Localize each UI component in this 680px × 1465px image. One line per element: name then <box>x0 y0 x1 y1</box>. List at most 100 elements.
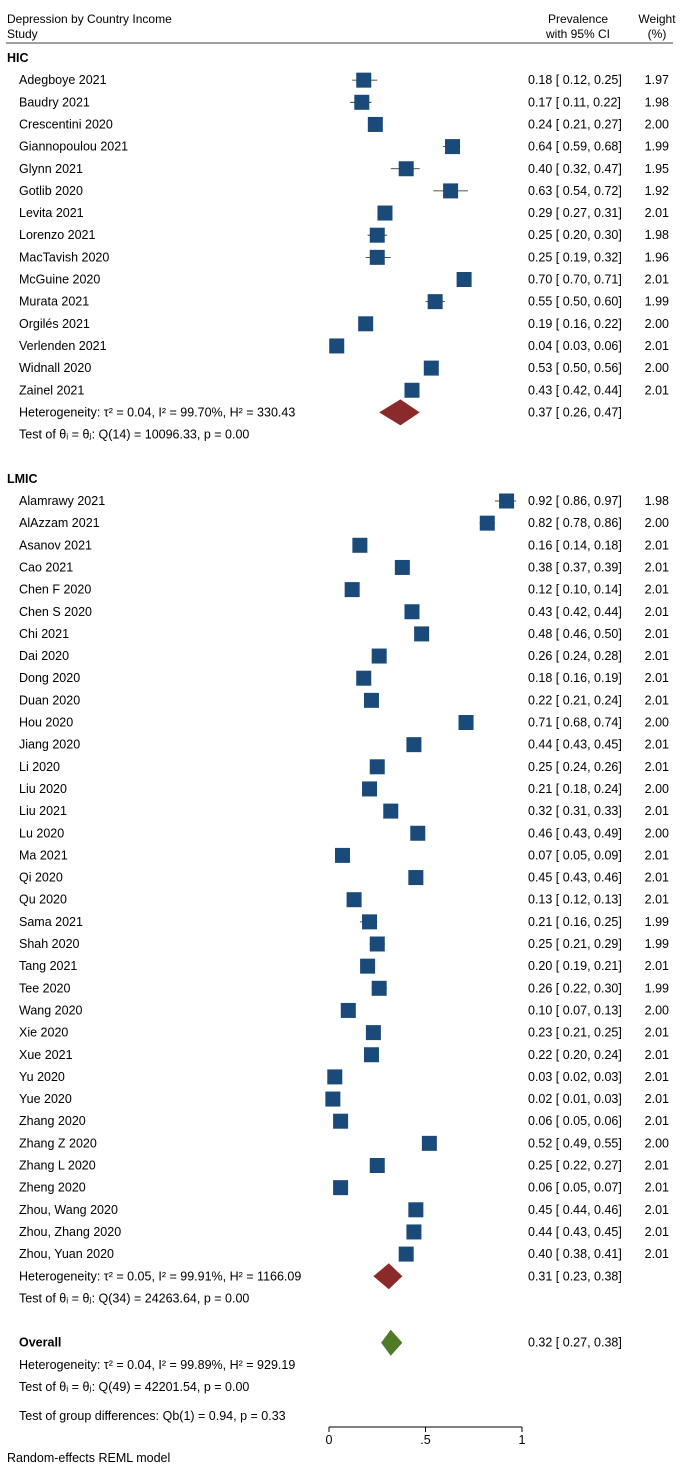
weight-value: 2.01 <box>645 760 669 774</box>
ci-value: 0.70 [ 0.70, 0.71] <box>528 273 622 287</box>
study-marker <box>363 1047 379 1063</box>
study-marker <box>365 1025 381 1041</box>
ci-value: 0.40 [ 0.38, 0.41] <box>528 1247 622 1261</box>
homogeneity-test-text: Test of θᵢ = θⱼ: Q(14) = 10096.33, p = 0… <box>19 428 249 442</box>
weight-value: 1.98 <box>645 228 669 242</box>
weight-value: 2.00 <box>645 1003 669 1017</box>
study-marker <box>371 648 387 664</box>
study-marker <box>404 382 420 398</box>
ci-value: 0.44 [ 0.43, 0.45] <box>528 738 622 752</box>
weight-value: 2.00 <box>645 826 669 840</box>
ci-value: 0.26 [ 0.24, 0.28] <box>528 649 622 663</box>
study-marker <box>414 626 430 642</box>
study-marker <box>362 781 378 797</box>
study-marker <box>356 72 372 88</box>
study-label: MacTavish 2020 <box>19 250 109 264</box>
study-label: Levita 2021 <box>19 206 84 220</box>
weight-value: 1.99 <box>645 295 669 309</box>
study-label: Zhou, Wang 2020 <box>19 1203 118 1217</box>
overall-heterogeneity-text: Heterogeneity: τ² = 0.04, I² = 99.89%, H… <box>19 1358 295 1372</box>
study-label: Zhou, Zhang 2020 <box>19 1225 121 1239</box>
ci-column-header: with 95% CI <box>545 27 610 41</box>
ci-value: 0.53 [ 0.50, 0.56] <box>528 361 622 375</box>
weight-value: 2.01 <box>645 671 669 685</box>
weight-value: 2.00 <box>645 1136 669 1150</box>
study-marker <box>369 249 385 265</box>
study-marker <box>406 1224 422 1240</box>
study-label: Glynn 2021 <box>19 162 83 176</box>
study-marker <box>356 670 372 686</box>
ci-value: 0.06 [ 0.05, 0.07] <box>528 1181 622 1195</box>
study-marker <box>404 604 420 620</box>
study-label: Zhang Z 2020 <box>19 1136 97 1150</box>
weight-value: 2.01 <box>645 339 669 353</box>
ci-value: 0.25 [ 0.24, 0.26] <box>528 760 622 774</box>
study-marker <box>408 1202 424 1218</box>
weight-value: 2.01 <box>645 893 669 907</box>
ci-value: 0.40 [ 0.32, 0.47] <box>528 162 622 176</box>
group-label: HIC <box>7 51 29 65</box>
study-label: Zheng 2020 <box>19 1181 86 1195</box>
study-label: Zhang L 2020 <box>19 1159 96 1173</box>
ci-value: 0.22 [ 0.21, 0.24] <box>528 693 622 707</box>
study-marker <box>340 1002 356 1018</box>
weight-value: 1.92 <box>645 184 669 198</box>
ci-value: 0.43 [ 0.42, 0.44] <box>528 605 622 619</box>
ci-value: 0.20 [ 0.19, 0.21] <box>528 959 622 973</box>
ci-value: 0.45 [ 0.44, 0.46] <box>528 1203 622 1217</box>
study-marker <box>398 161 414 177</box>
overall-diamond <box>381 1329 403 1356</box>
x-tick-label: 1 <box>519 1433 526 1447</box>
subgroup-estimate: 0.31 [ 0.23, 0.38] <box>528 1269 622 1283</box>
study-marker <box>358 316 374 332</box>
ci-value: 0.18 [ 0.12, 0.25] <box>528 73 622 87</box>
subgroup-diamond <box>379 399 420 426</box>
weight-value: 2.01 <box>645 560 669 574</box>
study-label: Tee 2020 <box>19 981 70 995</box>
study-marker <box>421 1135 437 1151</box>
study-label: Ma 2021 <box>19 848 68 862</box>
prevalence-column-header: Prevalence <box>548 12 608 26</box>
ci-value: 0.64 [ 0.59, 0.68] <box>528 140 622 154</box>
heterogeneity-text: Heterogeneity: τ² = 0.05, I² = 99.91%, H… <box>19 1269 301 1283</box>
ci-value: 0.25 [ 0.21, 0.29] <box>528 937 622 951</box>
weight-value: 2.00 <box>645 782 669 796</box>
study-marker <box>360 958 376 974</box>
study-label: Cao 2021 <box>19 560 73 574</box>
study-label: Shah 2020 <box>19 937 80 951</box>
ci-value: 0.21 [ 0.18, 0.24] <box>528 782 622 796</box>
weight-value: 2.01 <box>645 693 669 707</box>
weight-value: 2.01 <box>645 1203 669 1217</box>
study-column-header: Study <box>7 27 38 41</box>
weight-value: 2.00 <box>645 317 669 331</box>
study-label: Baudry 2021 <box>19 95 90 109</box>
model-footnote: Random-effects REML model <box>7 1451 170 1465</box>
study-label: AlAzzam 2021 <box>19 516 100 530</box>
ci-value: 0.17 [ 0.11, 0.22] <box>528 95 621 109</box>
study-label: Yu 2020 <box>19 1070 65 1084</box>
x-axis: 0.5 1 <box>326 1426 526 1447</box>
study-marker <box>427 294 443 310</box>
study-label: Lorenzo 2021 <box>19 228 96 242</box>
ci-value: 0.38 [ 0.37, 0.39] <box>528 560 622 574</box>
study-label: Xie 2020 <box>19 1026 68 1040</box>
study-marker <box>398 1246 414 1262</box>
study-label: Verlenden 2021 <box>19 339 107 353</box>
study-marker <box>367 116 383 132</box>
weight-value: 2.01 <box>645 1114 669 1128</box>
weight-unit-header: (%) <box>648 27 667 41</box>
study-label: Jiang 2020 <box>19 738 80 752</box>
subgroup-estimate: 0.37 [ 0.26, 0.47] <box>528 405 622 419</box>
study-marker <box>406 737 422 753</box>
study-marker <box>333 1180 349 1196</box>
study-label: Duan 2020 <box>19 693 80 707</box>
homogeneity-test-text: Test of θᵢ = θⱼ: Q(34) = 24263.64, p = 0… <box>19 1291 249 1305</box>
study-marker <box>327 1069 343 1085</box>
study-label: Crescentini 2020 <box>19 117 113 131</box>
study-label: Xue 2021 <box>19 1048 73 1062</box>
study-marker <box>335 847 351 863</box>
study-marker <box>344 582 360 598</box>
weight-value: 1.99 <box>645 915 669 929</box>
ci-value: 0.25 [ 0.22, 0.27] <box>528 1159 622 1173</box>
